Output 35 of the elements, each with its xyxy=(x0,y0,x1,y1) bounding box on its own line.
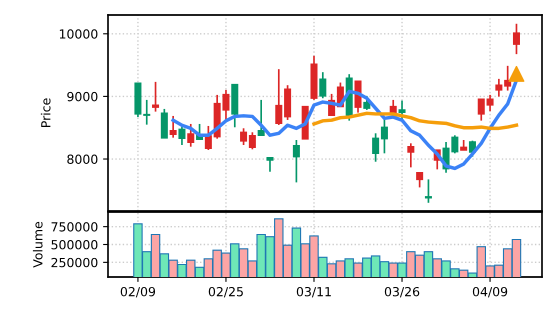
y-axis-title: Price xyxy=(40,98,51,128)
candlestick xyxy=(424,178,432,204)
candlestick xyxy=(398,100,406,121)
candlestick xyxy=(187,123,194,148)
candlestick xyxy=(258,99,265,136)
y-tick-label: 500000 xyxy=(52,240,98,250)
candlestick xyxy=(152,81,160,112)
candlestick xyxy=(512,22,520,55)
x-tick-label: 02/09 xyxy=(120,286,156,298)
candlestick xyxy=(266,156,274,173)
y-tick-label: 9000 xyxy=(67,92,98,102)
candlestick xyxy=(178,126,186,146)
y-tick-label: 250000 xyxy=(51,258,98,268)
y-axis-title: Volume xyxy=(32,222,43,268)
candlestick xyxy=(292,139,300,184)
candlestick xyxy=(222,89,230,121)
candlestick xyxy=(248,131,256,150)
x-tick-label: 03/26 xyxy=(384,286,420,298)
candlestick xyxy=(319,71,326,100)
candlestick xyxy=(372,132,380,163)
candlestick xyxy=(240,127,248,146)
candlestick xyxy=(380,119,388,154)
candlestick xyxy=(170,115,177,139)
candlestick xyxy=(407,142,414,168)
y-tick-label: 750000 xyxy=(52,222,98,232)
y-tick-label: 8000 xyxy=(67,154,98,164)
x-tick-label: 02/25 xyxy=(208,286,243,298)
candlestick xyxy=(416,172,424,188)
candlestick xyxy=(451,134,458,154)
candlestick xyxy=(460,139,468,151)
x-tick-label: 04/09 xyxy=(472,286,508,298)
candlestick xyxy=(363,95,370,111)
x-tick-label: 03/11 xyxy=(296,286,331,298)
candlestick xyxy=(390,99,397,114)
y-tick-label: 10000 xyxy=(60,29,98,39)
